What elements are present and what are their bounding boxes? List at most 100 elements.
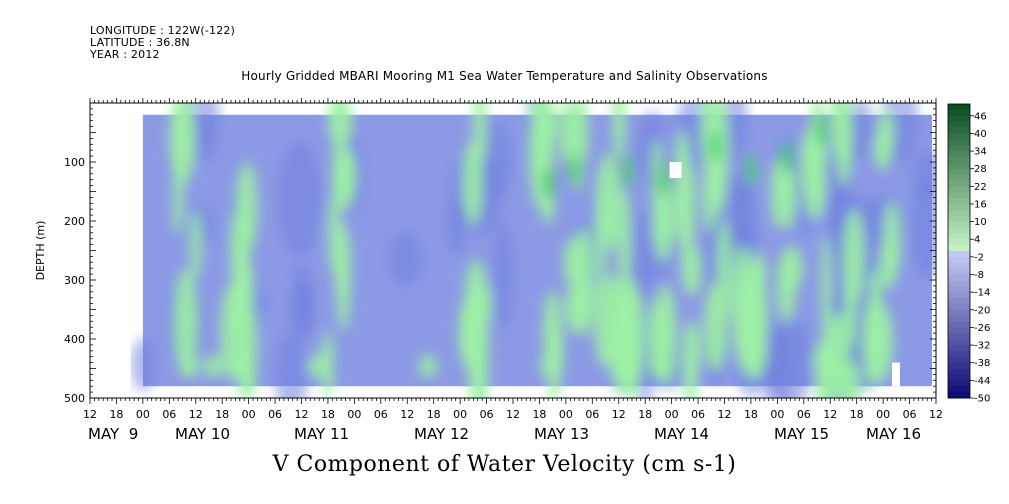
x-hour-tick-label: 00 bbox=[876, 408, 890, 421]
positive-band bbox=[835, 103, 853, 186]
colorbar-label: 4 bbox=[974, 235, 980, 246]
colorbar-label: -26 bbox=[974, 323, 990, 334]
axes: 12 18 00 06 12 18 00 06 12 18 00 06 12 18 00 06 12 18 00 06… bbox=[34, 98, 943, 443]
missing-data bbox=[669, 162, 682, 178]
negative-patch bbox=[909, 180, 936, 279]
y-tick-label: 300 bbox=[64, 274, 85, 287]
negative-patch bbox=[723, 103, 748, 162]
colorbar-swatch bbox=[948, 386, 970, 393]
y-tick-label: 100 bbox=[64, 156, 85, 169]
colorbar-label: -38 bbox=[974, 358, 990, 369]
positive-band bbox=[173, 268, 198, 376]
colorbar-swatch bbox=[948, 286, 970, 293]
positive-core bbox=[709, 130, 722, 163]
x-hour-tick-label: 12 bbox=[823, 408, 837, 421]
positive-core bbox=[744, 154, 757, 187]
y-tick-label: 500 bbox=[64, 392, 85, 405]
negative-patch bbox=[388, 231, 422, 287]
bottom-positive bbox=[227, 354, 248, 379]
colorbar: 46 40 34 28 22 16 10 4 -2 -8 -14 -20 -26 -32 -38 -44 -50 bbox=[947, 103, 990, 405]
x-hour-tick-label: 12 bbox=[189, 408, 203, 421]
positive-band bbox=[595, 184, 608, 278]
colorbar-swatch bbox=[948, 180, 970, 187]
x-hour-tick-label: 00 bbox=[136, 408, 150, 421]
positive-band bbox=[565, 281, 588, 334]
x-day-label: MAY 12 bbox=[414, 425, 469, 443]
colorbar-label: -8 bbox=[974, 270, 984, 281]
negative-patch bbox=[628, 209, 659, 301]
x-hour-tick-label: 18 bbox=[532, 408, 546, 421]
x-day-label: MAY 15 bbox=[774, 425, 829, 443]
latitude-label: LATITUDE : 36.8N bbox=[90, 36, 190, 49]
x-day-label: MAY 11 bbox=[294, 425, 349, 443]
x-hour-tick-label: 18 bbox=[215, 408, 229, 421]
colorbar-label: 22 bbox=[974, 182, 987, 193]
x-hour-tick-label: 06 bbox=[903, 408, 917, 421]
negative-patch bbox=[847, 103, 874, 162]
positive-band bbox=[833, 311, 850, 398]
colorbar-swatch bbox=[948, 239, 970, 246]
chart-title: Hourly Gridded MBARI Mooring M1 Sea Wate… bbox=[241, 69, 768, 83]
colorbar-swatch bbox=[948, 139, 970, 146]
colorbar-swatch bbox=[948, 362, 970, 370]
x-day-label: MAY 9 bbox=[88, 425, 138, 443]
x-hour-tick-label: 06 bbox=[162, 408, 176, 421]
colorbar-swatch bbox=[948, 327, 970, 334]
x-hour-tick-label: 00 bbox=[665, 408, 679, 421]
positive-band bbox=[321, 330, 334, 398]
bottom-positive bbox=[540, 354, 561, 379]
colorbar-label: 28 bbox=[974, 164, 987, 175]
colorbar-swatch bbox=[948, 156, 970, 164]
positive-band bbox=[169, 103, 195, 187]
colorbar-swatch bbox=[948, 380, 970, 387]
positive-band bbox=[749, 275, 769, 359]
colorbar-label: -20 bbox=[974, 305, 990, 316]
colorbar-swatch bbox=[948, 215, 970, 223]
x-hour-tick-label: 18 bbox=[744, 408, 758, 421]
colorbar-label: 46 bbox=[974, 111, 987, 122]
colorbar-swatch bbox=[948, 127, 970, 134]
colorbar-swatch bbox=[948, 256, 970, 264]
colorbar-swatch bbox=[948, 356, 970, 364]
x-hour-tick-label: 00 bbox=[770, 408, 784, 421]
negative-patch bbox=[493, 220, 514, 331]
x-hour-tick-label: 18 bbox=[638, 408, 652, 421]
positive-band bbox=[236, 161, 258, 254]
positive-band bbox=[813, 339, 839, 385]
negative-patch bbox=[478, 121, 513, 199]
x-hour-tick-label: 06 bbox=[797, 408, 811, 421]
colorbar-label: 34 bbox=[974, 147, 987, 158]
colorbar-swatch bbox=[948, 227, 970, 234]
x-hour-tick-label: 12 bbox=[295, 408, 309, 421]
colorbar-swatch bbox=[948, 262, 970, 270]
x-day-label: MAY 13 bbox=[534, 425, 589, 443]
colorbar-swatch bbox=[948, 251, 970, 258]
x-hour-tick-label: 12 bbox=[929, 408, 943, 421]
positive-core bbox=[656, 164, 669, 197]
positive-band bbox=[716, 217, 732, 328]
positive-core bbox=[780, 141, 793, 174]
x-hour-tick-label: 00 bbox=[559, 408, 573, 421]
bottom-positive bbox=[307, 354, 328, 379]
x-day-label: MAY 10 bbox=[175, 425, 230, 443]
colorbar-swatch bbox=[948, 209, 970, 217]
colorbar-swatch bbox=[948, 298, 970, 305]
positive-band bbox=[616, 188, 631, 291]
x-hour-tick-label: 06 bbox=[585, 408, 599, 421]
colorbar-swatch bbox=[948, 109, 970, 117]
y-tick-label: 200 bbox=[64, 215, 85, 228]
colorbar-label: -2 bbox=[974, 252, 984, 263]
colorbar-swatch bbox=[948, 115, 970, 123]
x-hour-tick-label: 12 bbox=[400, 408, 414, 421]
positive-band bbox=[335, 243, 348, 307]
colorbar-swatch bbox=[948, 221, 970, 228]
bottom-positive bbox=[203, 354, 224, 379]
colorbar-swatch bbox=[948, 203, 970, 211]
x-hour-tick-label: 00 bbox=[453, 408, 467, 421]
x-hour-tick-label: 06 bbox=[691, 408, 705, 421]
field-blobs bbox=[130, 103, 936, 398]
colorbar-swatch bbox=[948, 333, 970, 340]
colorbar-swatch bbox=[948, 345, 970, 352]
x-hour-tick-label: 18 bbox=[109, 408, 123, 421]
